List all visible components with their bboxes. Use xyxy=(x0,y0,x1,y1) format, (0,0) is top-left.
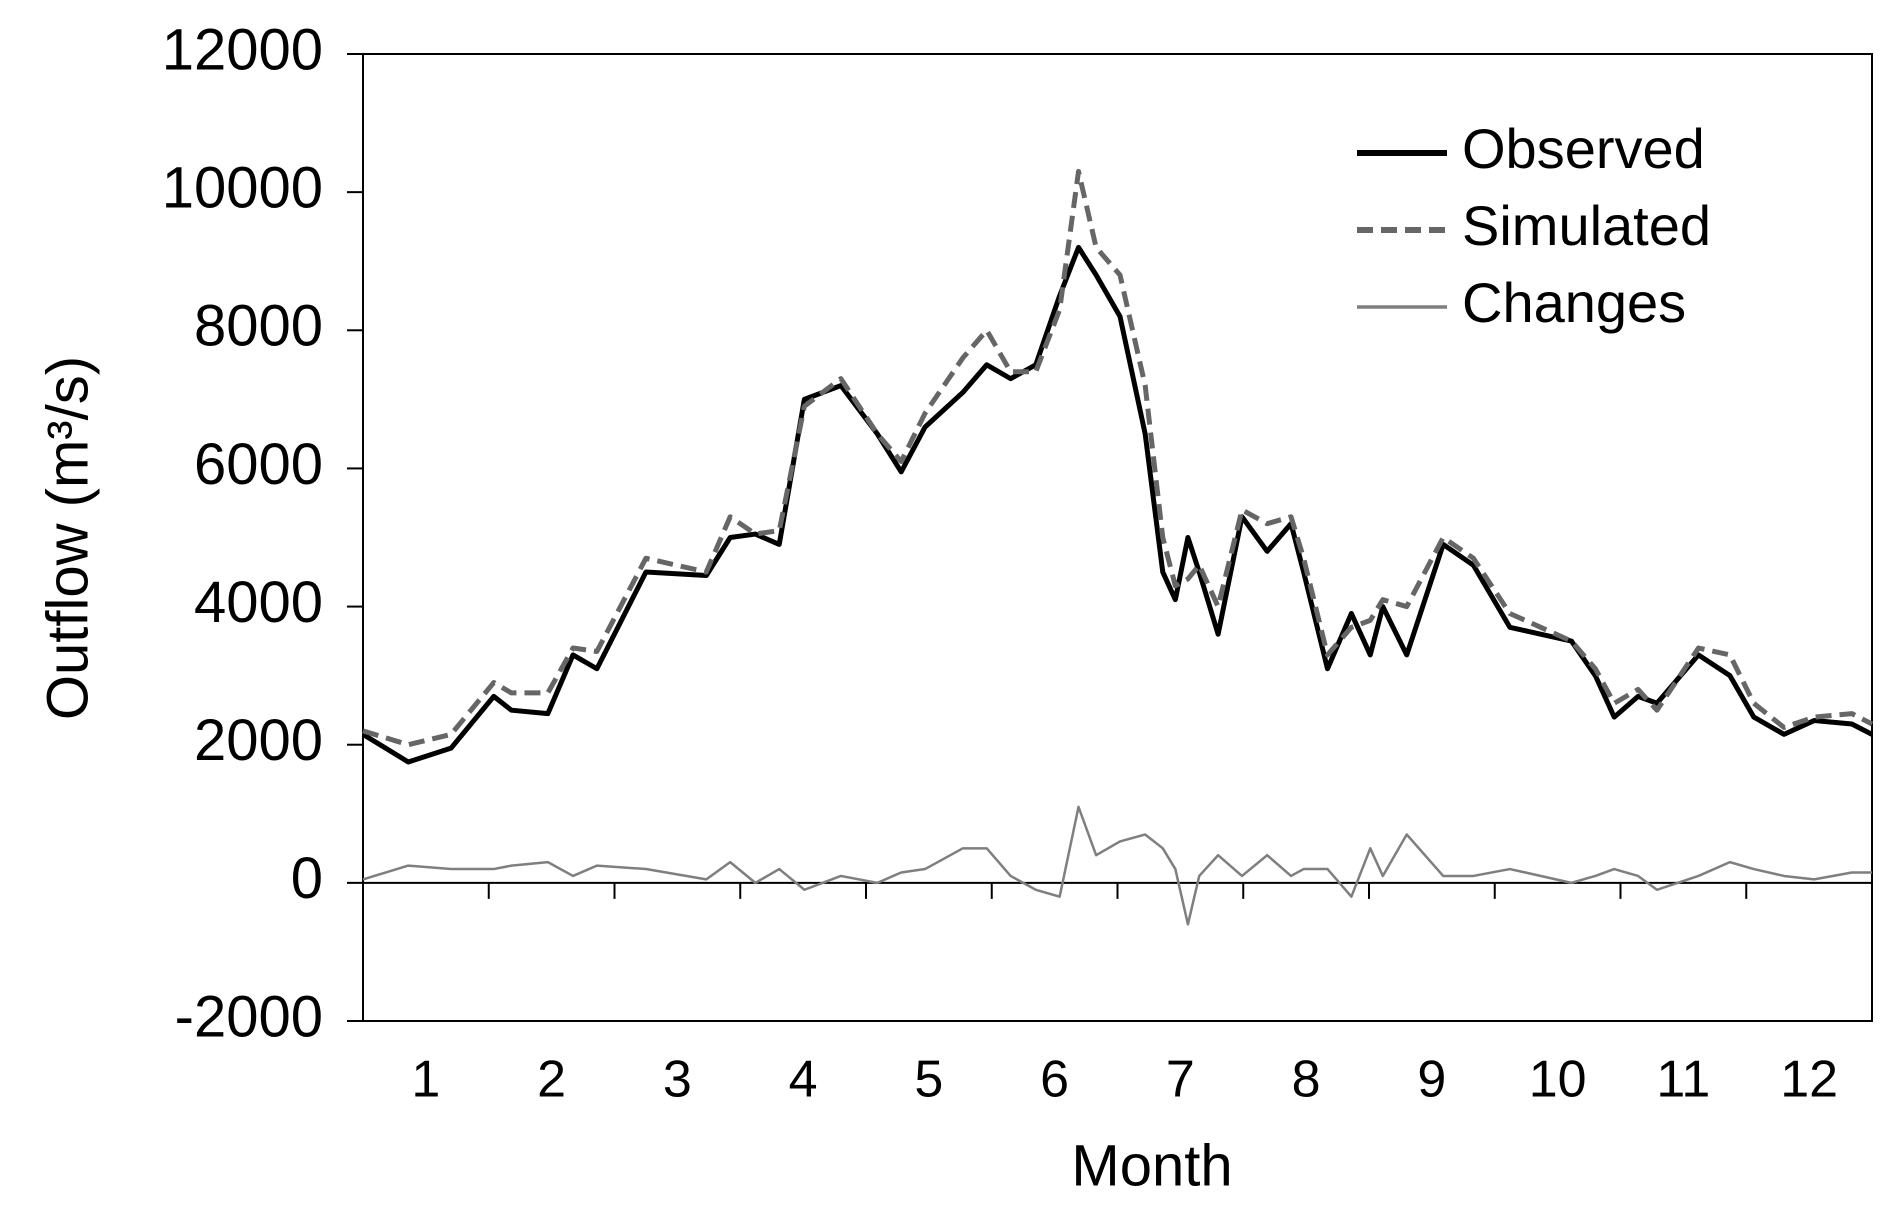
x-tick-label: 10 xyxy=(1529,1051,1587,1109)
series-line xyxy=(361,244,1874,765)
y-tick-label: 10000 xyxy=(162,155,323,220)
x-axis-label: Month xyxy=(1071,1133,1232,1198)
y-tick-label: -2000 xyxy=(175,984,323,1049)
x-tick-label: 9 xyxy=(1417,1051,1446,1109)
legend-label: Simulated xyxy=(1462,194,1711,257)
y-tick-label: 12000 xyxy=(162,17,323,82)
y-tick-label: 2000 xyxy=(194,708,323,773)
x-tick-label: 8 xyxy=(1292,1051,1321,1109)
y-tick-label: 0 xyxy=(291,846,323,911)
x-tick-label: 7 xyxy=(1166,1051,1195,1109)
series-line xyxy=(362,805,1872,926)
x-tick-label: 5 xyxy=(914,1051,943,1109)
x-tick-label: 11 xyxy=(1656,1051,1710,1109)
x-tick-label: 4 xyxy=(789,1051,818,1109)
y-tick-label: 4000 xyxy=(194,570,323,635)
x-tick-label: 3 xyxy=(663,1051,692,1109)
plot-frame xyxy=(362,53,1873,1022)
y-tick-label: 6000 xyxy=(194,432,323,497)
x-tick-label: 2 xyxy=(537,1051,566,1109)
x-tick-label: 6 xyxy=(1040,1051,1069,1109)
y-tick-label: 8000 xyxy=(194,294,323,359)
y-axis-label: Outflow (m³/s) xyxy=(35,356,100,720)
legend-label: Observed xyxy=(1462,117,1705,180)
x-tick-label: 1 xyxy=(411,1051,440,1109)
legend-label: Changes xyxy=(1462,271,1686,334)
series-line xyxy=(362,168,1874,748)
x-tick-label: 12 xyxy=(1780,1051,1838,1109)
